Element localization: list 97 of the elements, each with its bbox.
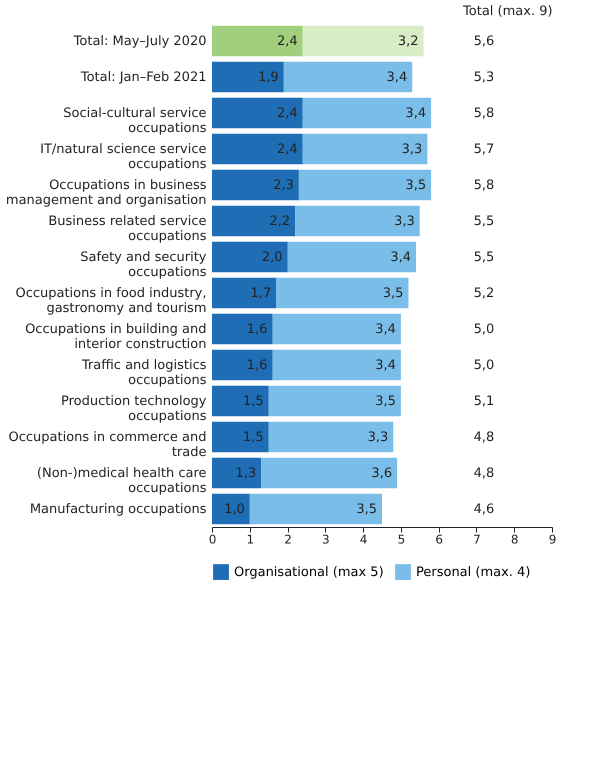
data-label: 3,5 (356, 502, 377, 517)
annotation: 5,8 (474, 178, 494, 193)
bar (288, 242, 416, 272)
x-tick-label: 8 (510, 532, 519, 546)
data-label: 1,3 (235, 466, 256, 481)
data-label: 1,6 (246, 322, 268, 337)
data-label: 1,0 (224, 502, 245, 517)
y-tick-label: Total: Jan–Feb 2021 (80, 70, 206, 85)
bar (272, 314, 401, 344)
data-label: 2,2 (269, 214, 290, 229)
bar (250, 494, 382, 524)
data-label: 3,5 (382, 286, 404, 301)
y-tick-label: Occupations in food industry, gastronomy and tourism (15, 286, 206, 316)
bar (212, 422, 269, 452)
x-tick-label: 9 (548, 532, 556, 546)
data-label: 2,4 (276, 106, 298, 121)
bar (272, 350, 401, 380)
bar (212, 242, 288, 272)
y-tick-label: (Non-)medical health care occupations (36, 466, 207, 496)
bar (302, 134, 428, 164)
data-label: 3,4 (375, 358, 396, 373)
data-label: 2,4 (276, 142, 298, 157)
y-tick-label: Traffic and logistics occupations (80, 358, 207, 388)
annotation: 5,5 (474, 214, 494, 229)
annotation: 4,8 (474, 466, 494, 481)
bar (284, 62, 412, 92)
bar (212, 458, 262, 488)
bar (212, 62, 284, 92)
x-tick-label: 3 (322, 532, 330, 546)
bar (212, 98, 303, 128)
bar (302, 26, 424, 56)
data-label: 3,5 (405, 178, 426, 193)
legend-label: Organisational (max 5) (234, 565, 384, 580)
annotation: 5,2 (474, 286, 494, 301)
y-tick-label: Production technology occupations (61, 394, 207, 424)
bar (212, 494, 250, 524)
x-tick-label: 6 (435, 532, 443, 546)
data-label: 1,5 (242, 394, 264, 409)
data-label: 3,3 (402, 142, 422, 157)
x-tick-label: 7 (473, 532, 481, 546)
data-label: 3,4 (375, 322, 396, 337)
data-label: 3,4 (386, 70, 408, 85)
data-label: 1,5 (242, 430, 264, 445)
data-label: 2,3 (273, 178, 294, 193)
x-tick-label: 1 (246, 532, 254, 546)
data-label: 2,0 (262, 250, 283, 265)
bar (298, 170, 432, 200)
y-tick-label: IT/natural science service occupations (40, 142, 207, 172)
annotation: 5,3 (474, 70, 494, 85)
y-tick-label: Social-cultural service occupations (63, 106, 207, 136)
bar (212, 206, 296, 236)
data-label: 1,9 (258, 70, 279, 85)
annotation: 4,6 (474, 502, 494, 517)
y-tick-label: Business related service occupations (48, 214, 207, 244)
y-tick-label: Occupations in business management and organisation (6, 178, 207, 208)
text: Total (max. 9) (462, 4, 553, 19)
bar (212, 170, 299, 200)
data-label: 3,4 (390, 250, 411, 265)
bar (276, 278, 408, 308)
bar (268, 386, 401, 416)
x-tick-label: 2 (284, 532, 292, 546)
y-tick-label: Total: May–July 2020 (72, 34, 206, 49)
y-tick-label: Safety and security occupations (80, 250, 207, 280)
bar (261, 458, 398, 488)
x-tick-label: 0 (208, 532, 216, 546)
annotation: 4,8 (474, 430, 494, 445)
data-label: 3,2 (398, 34, 419, 49)
annotation: 5,1 (474, 394, 494, 409)
y-tick-label: Occupations in commerce and trade (8, 430, 206, 460)
data-label: 3,4 (405, 106, 426, 121)
y-tick-label: Occupations in building and interior construction (25, 322, 206, 352)
annotation: 5,0 (474, 358, 494, 373)
bar (212, 134, 303, 164)
legend-label: Personal (max. 4) (416, 565, 530, 580)
data-label: 3,5 (375, 394, 396, 409)
annotation: 5,8 (474, 106, 494, 121)
data-label: 2,4 (276, 34, 298, 49)
bar (212, 314, 272, 344)
y-tick-label: Manufacturing occupations (30, 502, 207, 517)
annotation: 5,6 (474, 34, 494, 49)
bar (295, 206, 420, 236)
bar (212, 386, 269, 416)
x-tick-label: 5 (398, 532, 406, 546)
data-label: 3,3 (368, 430, 388, 445)
annotation: 5,5 (474, 250, 494, 265)
data-label: 3,6 (371, 466, 392, 481)
bar (212, 26, 303, 56)
data-label: 1,6 (246, 358, 268, 373)
bar (212, 350, 272, 380)
bar (212, 278, 276, 308)
bar (302, 98, 432, 128)
annotation: 5,0 (474, 322, 494, 337)
annotation: 5,7 (474, 142, 494, 157)
data-label: 1,7 (250, 286, 272, 301)
data-label: 3,3 (394, 214, 415, 229)
x-tick-label: 4 (360, 532, 368, 546)
bar (268, 422, 394, 452)
